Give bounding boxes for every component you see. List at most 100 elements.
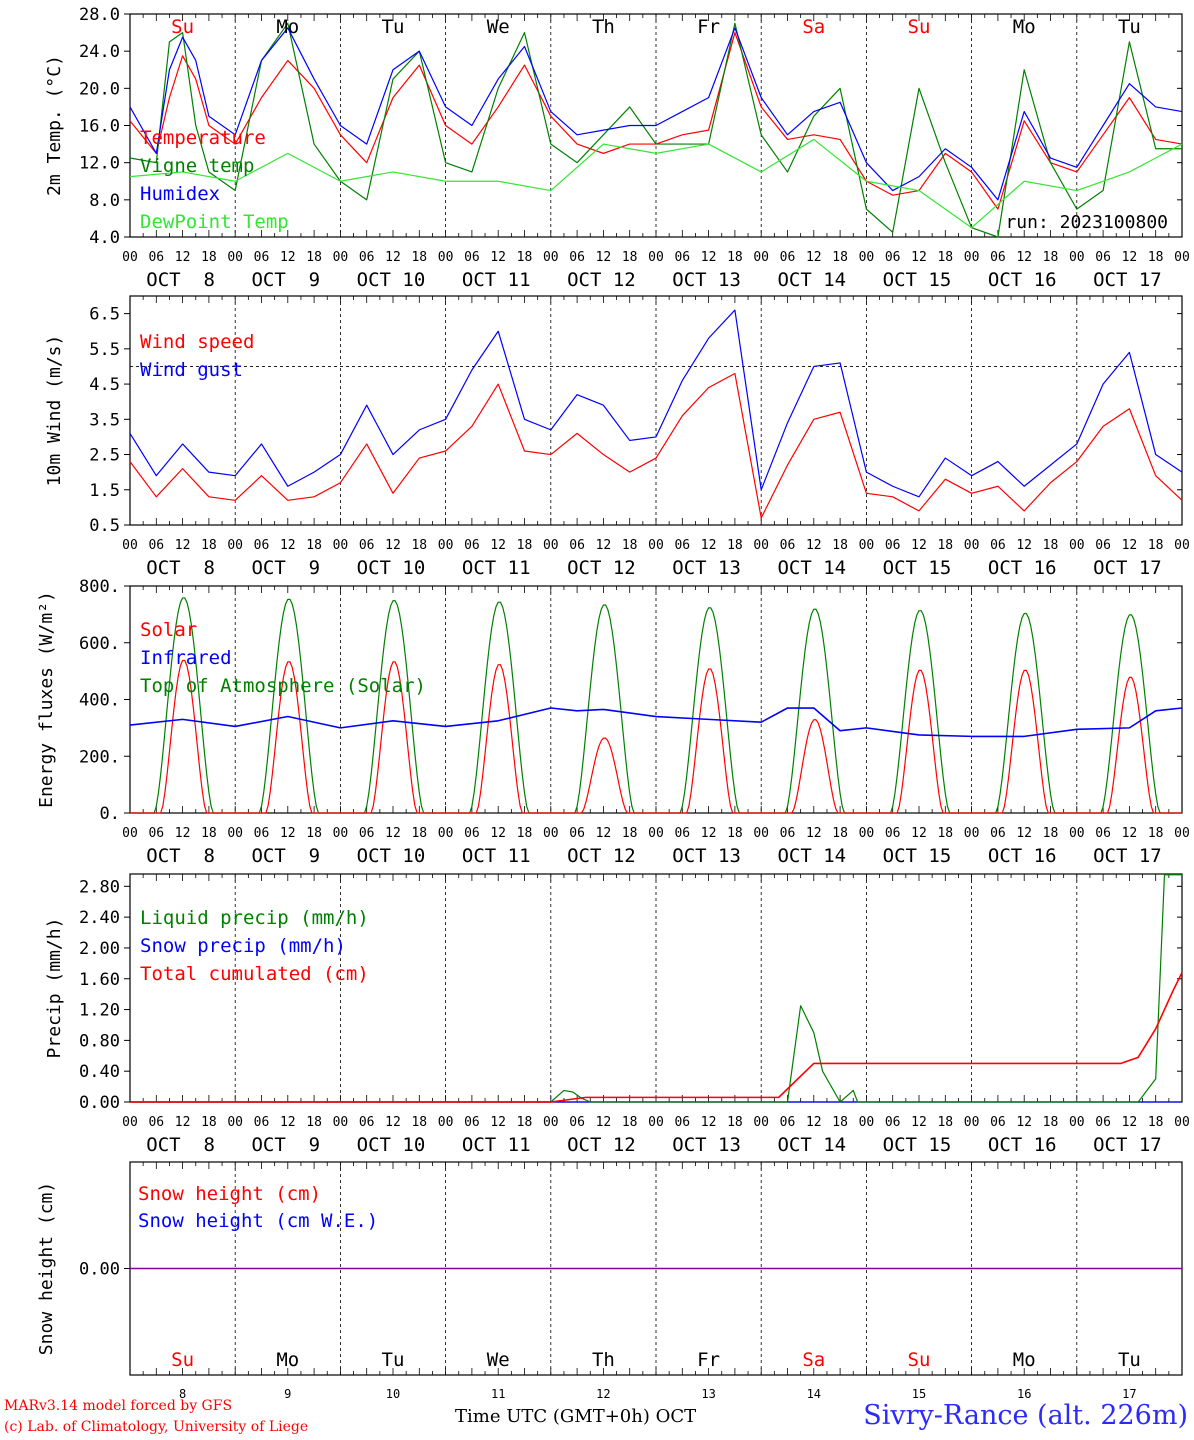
hour-tick-label: 06 bbox=[674, 1115, 690, 1130]
hour-tick-label: 12 bbox=[490, 250, 506, 265]
hour-tick-label: 18 bbox=[306, 826, 322, 841]
legend-vigne-temp: Vigne temp bbox=[140, 155, 254, 177]
y-tick-label: 2.00 bbox=[79, 939, 120, 959]
hour-tick-label: 00 bbox=[1069, 250, 1085, 265]
date-label: OCT 13 bbox=[672, 1134, 741, 1156]
hour-tick-label: 18 bbox=[832, 250, 848, 265]
date-label: OCT 10 bbox=[357, 845, 426, 867]
model-credit: MARv3.14 model forced by GFS bbox=[4, 1398, 233, 1414]
weekday-label: Mo bbox=[1013, 16, 1036, 38]
hour-tick-label: 12 bbox=[596, 1115, 612, 1130]
date-label: OCT 17 bbox=[1093, 269, 1162, 291]
hour-tick-label: 18 bbox=[306, 250, 322, 265]
hour-tick-label: 00 bbox=[1174, 250, 1190, 265]
date-label: OCT 15 bbox=[883, 1134, 952, 1156]
hour-tick-label: 00 bbox=[1069, 538, 1085, 553]
hour-tick-label: 18 bbox=[622, 250, 638, 265]
date-label: OCT 13 bbox=[672, 845, 741, 867]
hour-tick-label: 18 bbox=[937, 1115, 953, 1130]
hour-tick-label: 12 bbox=[806, 250, 822, 265]
hour-tick-label: 12 bbox=[911, 538, 927, 553]
hour-tick-label: 00 bbox=[964, 250, 980, 265]
series-dewpoint-temp bbox=[129, 138, 1183, 229]
date-label: OCT 12 bbox=[567, 557, 636, 579]
y-tick-label: 0.80 bbox=[79, 1031, 120, 1051]
y-tick-label: 3.5 bbox=[89, 410, 120, 430]
hour-tick-label: 06 bbox=[569, 826, 585, 841]
hour-tick-label: 12 bbox=[701, 538, 717, 553]
hour-tick-label: 18 bbox=[937, 538, 953, 553]
hour-tick-label: 12 bbox=[175, 250, 191, 265]
y-tick-label: 800. bbox=[79, 577, 120, 597]
hour-tick-label: 00 bbox=[122, 250, 138, 265]
date-label: OCT 16 bbox=[988, 557, 1057, 579]
hour-tick-label: 12 bbox=[1016, 826, 1032, 841]
hour-tick-label: 18 bbox=[517, 826, 533, 841]
y-tick-label: 1.60 bbox=[79, 970, 120, 990]
y-tick-label: 4.0 bbox=[89, 228, 120, 248]
y-axis-label: Energy fluxes (W/m²) bbox=[36, 591, 57, 808]
legend-snow-height-cm-: Snow height (cm) bbox=[138, 1183, 321, 1205]
hour-tick-label: 12 bbox=[806, 538, 822, 553]
hour-tick-label: 00 bbox=[648, 538, 664, 553]
hour-tick-label: 00 bbox=[438, 1115, 454, 1130]
y-tick-label: 28.0 bbox=[79, 5, 120, 25]
date-label: OCT 14 bbox=[777, 1134, 846, 1156]
hour-tick-label: 06 bbox=[464, 826, 480, 841]
hour-tick-label: 06 bbox=[464, 1115, 480, 1130]
hour-tick-label: 18 bbox=[1148, 1115, 1164, 1130]
hour-tick-label: 00 bbox=[648, 1115, 664, 1130]
hour-tick-label: 18 bbox=[622, 826, 638, 841]
hour-tick-label: 18 bbox=[832, 538, 848, 553]
hour-tick-label: 00 bbox=[227, 826, 243, 841]
date-label: OCT 10 bbox=[357, 1134, 426, 1156]
hour-tick-label: 12 bbox=[596, 538, 612, 553]
weekday-label: Th bbox=[592, 16, 615, 38]
hour-tick-label: 00 bbox=[543, 538, 559, 553]
hour-tick-label: 12 bbox=[1122, 1115, 1138, 1130]
hour-tick-label: 00 bbox=[438, 538, 454, 553]
hour-tick-label: 00 bbox=[1174, 1115, 1190, 1130]
series-liquid-precip bbox=[130, 874, 1182, 1103]
series-solar bbox=[130, 659, 1182, 814]
weekday-label: Tu bbox=[382, 1349, 405, 1371]
weekday-label: Mo bbox=[1013, 1349, 1036, 1371]
hour-tick-label: 18 bbox=[727, 826, 743, 841]
date-number-label: 11 bbox=[491, 1387, 505, 1401]
time-axis-label: Time UTC (GMT+0h) OCT bbox=[455, 1406, 697, 1427]
weekday-label: Sa bbox=[802, 16, 825, 38]
hour-tick-label: 12 bbox=[490, 1115, 506, 1130]
hour-tick-label: 06 bbox=[359, 538, 375, 553]
y-tick-label: 24.0 bbox=[79, 42, 120, 62]
hour-tick-label: 06 bbox=[254, 250, 270, 265]
hour-tick-label: 12 bbox=[1016, 538, 1032, 553]
hour-tick-label: 12 bbox=[596, 250, 612, 265]
date-label: OCT 8 bbox=[146, 557, 215, 579]
hour-tick-label: 12 bbox=[385, 538, 401, 553]
date-number-label: 10 bbox=[386, 1387, 400, 1401]
hour-tick-label: 06 bbox=[674, 826, 690, 841]
date-label: OCT 14 bbox=[777, 845, 846, 867]
y-tick-label: 2.80 bbox=[79, 877, 120, 897]
hour-tick-label: 00 bbox=[333, 826, 349, 841]
weekday-label: Su bbox=[171, 16, 194, 38]
run-annotation: run: 2023100800 bbox=[1005, 212, 1168, 233]
date-label: OCT 9 bbox=[251, 1134, 320, 1156]
hour-tick-label: 18 bbox=[1148, 538, 1164, 553]
hour-tick-label: 00 bbox=[438, 826, 454, 841]
hour-tick-label: 06 bbox=[674, 250, 690, 265]
hour-tick-label: 12 bbox=[911, 1115, 927, 1130]
hour-tick-label: 12 bbox=[806, 1115, 822, 1130]
y-tick-label: 0. bbox=[100, 804, 120, 824]
date-number-label: 16 bbox=[1017, 1387, 1031, 1401]
hour-tick-label: 00 bbox=[964, 538, 980, 553]
y-tick-label: 8.0 bbox=[89, 191, 120, 211]
date-label: OCT 10 bbox=[357, 269, 426, 291]
hour-tick-label: 06 bbox=[148, 1115, 164, 1130]
hour-tick-label: 06 bbox=[148, 538, 164, 553]
hour-tick-label: 00 bbox=[122, 826, 138, 841]
y-tick-label: 1.5 bbox=[89, 481, 120, 501]
panel-2: 0.5 1.5 2.5 3.5 4.5 5.5 6.5 10m Wind (m/s) Wind … bbox=[44, 295, 1190, 579]
y-tick-label: 12.0 bbox=[79, 154, 120, 174]
